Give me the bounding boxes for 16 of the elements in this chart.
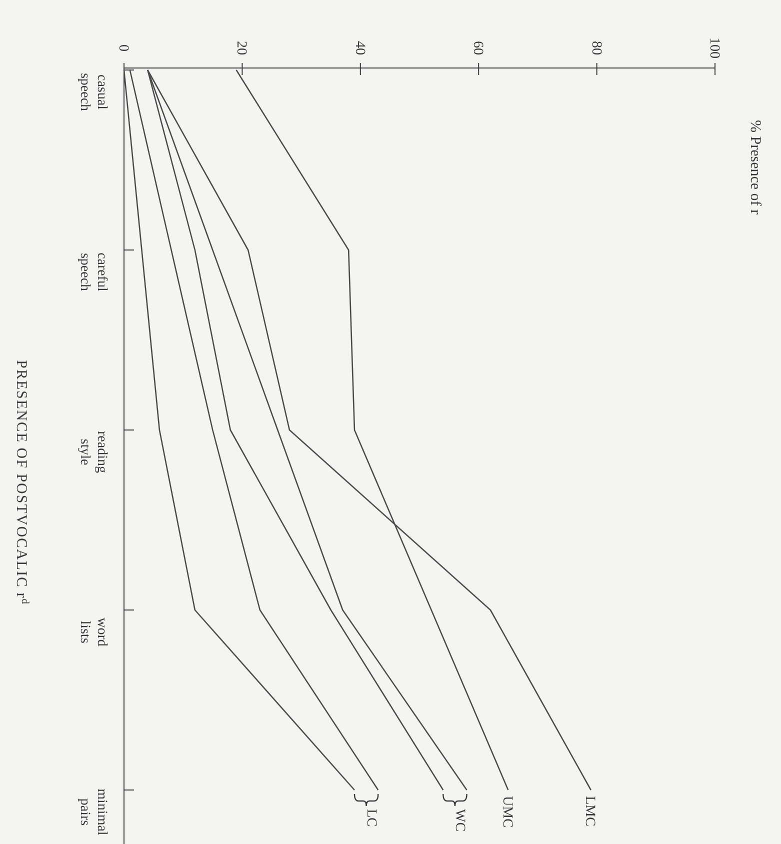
x-tick-label: 20	[234, 41, 249, 55]
y-tick-label: word lists	[77, 618, 109, 646]
x-tick-label: 40	[352, 41, 367, 55]
y-tick-label: minimal pairs	[77, 788, 109, 836]
text: UMC	[499, 796, 514, 828]
x-tick-label: 0	[116, 44, 131, 52]
x-tick-label: 60	[470, 41, 486, 55]
x-tick-label: 100	[706, 38, 722, 58]
y-tick-label: casual speech	[77, 72, 109, 112]
text: % Presence of r	[747, 120, 763, 215]
x-tick-label: 80	[588, 41, 604, 55]
legend-label: WC	[452, 809, 467, 832]
legend-label: LC	[363, 809, 378, 827]
text: LMC	[582, 796, 597, 826]
y-tick-label: reading style	[77, 431, 109, 473]
y-tick-label: careful speech	[77, 252, 109, 292]
